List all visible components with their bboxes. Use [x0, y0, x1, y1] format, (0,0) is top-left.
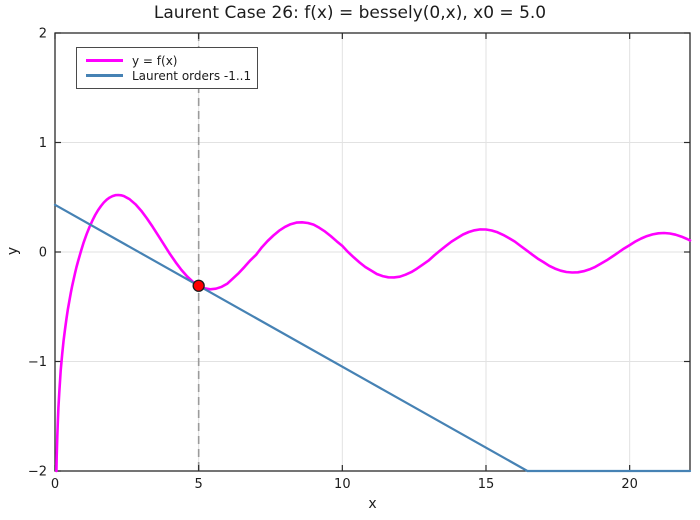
- y-axis-label: y: [5, 246, 21, 256]
- x-tick-label: 15: [478, 477, 495, 492]
- series-laurent-line: [53, 203, 692, 473]
- y-tick-label: −2: [28, 465, 47, 480]
- y-tick-label: 2: [39, 27, 47, 42]
- series-fx-line: [55, 193, 692, 473]
- x-axis-label: x: [368, 496, 377, 512]
- legend-label-fx: y = f(x): [132, 53, 178, 68]
- chart-title: Laurent Case 26: f(x) = bessely(0,x), x0…: [153, 3, 547, 23]
- x-tick-label: 0: [51, 477, 59, 492]
- x-tick-label: 20: [621, 477, 638, 492]
- x-tick-label: 10: [334, 477, 351, 492]
- legend-label-laurent: Laurent orders -1..1: [132, 68, 252, 83]
- legend: y = f(x) Laurent orders -1..1: [76, 47, 258, 89]
- y-tick-label: 1: [39, 136, 47, 151]
- legend-swatch-fx: [86, 59, 123, 62]
- y-tick-label: 0: [39, 246, 47, 261]
- y-tick-label: −1: [28, 355, 47, 370]
- x-tick-label: 5: [195, 477, 203, 492]
- legend-entry-laurent: Laurent orders -1..1: [86, 68, 252, 83]
- expansion-point-marker: [192, 279, 205, 292]
- legend-swatch-laurent: [86, 74, 123, 77]
- legend-entry-fx: y = f(x): [86, 53, 249, 68]
